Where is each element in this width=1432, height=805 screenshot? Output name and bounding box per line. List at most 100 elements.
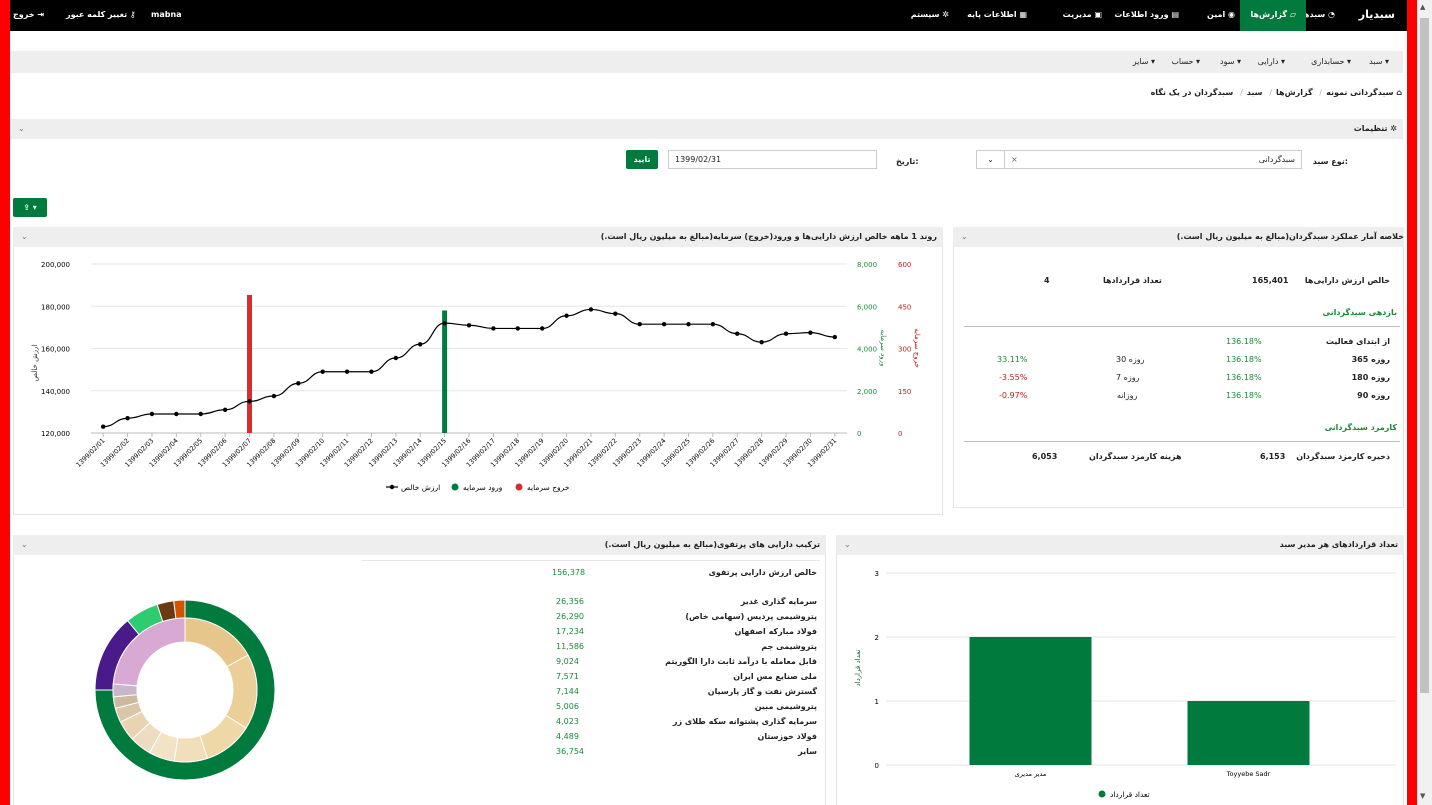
contracts-header[interactable]: تعداد قراردادهای هر مدیر سبد ⌄ <box>836 535 1404 555</box>
nav-reports[interactable]: گزارش‌ها ▱ <box>1240 0 1306 31</box>
menu-other[interactable]: سایر ▾ <box>1132 57 1155 66</box>
chart-icon: ▱ <box>1289 10 1296 19</box>
net-value-point[interactable] <box>442 320 447 326</box>
capital-inflow-bar[interactable] <box>442 310 448 433</box>
asset-row-value: 7,144 <box>556 687 579 696</box>
logout-icon: ⇥ <box>37 10 44 19</box>
asset-row-label: فولاد مبارکه اصفهان <box>734 627 817 636</box>
net-value-point[interactable] <box>710 322 716 327</box>
menu-account[interactable]: حساب ▾ <box>1171 57 1200 66</box>
net-value-point[interactable] <box>759 339 764 345</box>
clear-icon[interactable]: × <box>1011 155 1018 164</box>
net-value-point[interactable] <box>539 326 545 331</box>
y-tick-label: 180,000 <box>41 303 70 311</box>
username[interactable]: mabna <box>151 10 182 19</box>
net-value-point[interactable] <box>661 322 667 327</box>
menu-profit[interactable]: سود ▾ <box>1220 57 1241 66</box>
net-value-point[interactable] <box>271 393 277 399</box>
net-value-point[interactable] <box>369 369 374 374</box>
chevron-down-icon[interactable]: ⌄ <box>961 232 968 241</box>
brand-title[interactable]: سبدیار <box>1358 8 1395 21</box>
net-value-point[interactable] <box>564 313 569 318</box>
chevron-down-icon[interactable]: ⌄ <box>844 540 851 549</box>
basket-type-select[interactable]: سبدگردانی × ⌄ <box>976 150 1302 169</box>
net-value-point[interactable] <box>344 369 350 374</box>
logout-link[interactable]: خروج ⇥ <box>13 10 44 19</box>
y-tick-label-red: 600 <box>898 261 911 269</box>
asset-row-value: 9,024 <box>556 657 579 666</box>
chevron-down-icon[interactable]: ⌄ <box>18 124 25 133</box>
x-tick-label: Toyyebe Sadr <box>1226 770 1271 778</box>
net-value-point[interactable] <box>418 342 423 347</box>
nav-data-entry[interactable]: ورود اطلاعات ▤ <box>1114 10 1179 19</box>
net-value-point[interactable] <box>296 381 301 386</box>
asset-row-value: 4,489 <box>556 732 579 741</box>
net-value-point[interactable] <box>174 411 179 417</box>
contracts-title: تعداد قراردادهای هر مدیر سبد <box>1279 540 1398 549</box>
scrollbar-thumb[interactable] <box>1420 18 1429 693</box>
composition-title: ترکیب دارایی های پرتفوی(مبالغ به میلیون … <box>604 540 820 549</box>
chevron-down-icon[interactable]: ⌄ <box>977 151 1005 168</box>
net-value-point[interactable] <box>466 323 472 328</box>
scroll-down-icon[interactable]: ▼ <box>1420 792 1426 800</box>
nav-amin[interactable]: امین ◉ <box>1207 10 1235 19</box>
basket-type-label: نوع سبد: <box>1312 157 1348 166</box>
net-value-point[interactable] <box>613 311 618 316</box>
net-value-point[interactable] <box>637 322 642 327</box>
breadcrumb-item[interactable]: گزارش‌ها <box>1276 88 1313 97</box>
net-value-point[interactable] <box>735 331 740 336</box>
summary-header[interactable]: خلاصه آمار عملکرد سبدگردان(مبالغ به میلی… <box>953 227 1404 247</box>
y-tick-label-red: 0 <box>898 430 902 438</box>
chart-legend: ارزش خالص ورود سرمایه خروج سرمایه <box>386 483 570 492</box>
trend-chart: 1399/02/011399/02/021399/02/031399/02/04… <box>31 261 921 492</box>
contracts-bar-chart: 0 1 2 3 مدیر مدیری Toyyebe Sadr تعداد قراردا… <box>854 570 1396 799</box>
net-value-point[interactable] <box>808 330 813 335</box>
net-value-point[interactable] <box>320 369 325 374</box>
net-value-point[interactable] <box>686 322 691 327</box>
net-value-point[interactable] <box>588 307 594 312</box>
menu-basket[interactable]: سبد ▾ <box>1369 57 1389 66</box>
net-value-point[interactable] <box>149 411 155 417</box>
net-value-point[interactable] <box>125 416 130 421</box>
page-scrollbar[interactable]: ▲ ▼ <box>1417 0 1432 805</box>
settings-title: تنظیمات ✲ <box>1353 124 1397 133</box>
net-value-point[interactable] <box>198 411 203 417</box>
capital-outflow-bar[interactable] <box>247 294 253 433</box>
net-value-point[interactable] <box>393 355 399 361</box>
contracts-count-label: تعداد قراردادها <box>1103 276 1162 285</box>
composition-header[interactable]: ترکیب دارایی های پرتفوی(مبالغ به میلیون … <box>13 535 826 555</box>
nav-baskets[interactable]: سبدها ◔ <box>1300 10 1335 19</box>
home-icon[interactable]: ⌂ <box>1396 88 1402 97</box>
net-value-point[interactable] <box>491 326 496 331</box>
confirm-button[interactable]: تایید <box>626 150 658 169</box>
net-value-point[interactable] <box>100 424 106 429</box>
fee-cost-value: 6,053 <box>1032 452 1058 461</box>
breadcrumb-item[interactable]: سبد <box>1246 88 1263 97</box>
legend-label: تعداد قرارداد <box>1110 790 1150 799</box>
settings-header[interactable]: تنظیمات ✲ ⌄ <box>10 119 1403 139</box>
menu-assets[interactable]: دارایی ▾ <box>1257 57 1285 66</box>
contracts-bar[interactable] <box>1187 701 1310 765</box>
nav-system[interactable]: سیستم ✲ <box>910 10 949 19</box>
fee-cost-label: هزینه کارمزد سبدگردان <box>1089 452 1182 461</box>
nav-base-info[interactable]: اطلاعات پایه ▦ <box>967 10 1027 19</box>
donut-inner-slice[interactable] <box>112 617 186 687</box>
breadcrumb-item[interactable]: سبدگردانی نمونه <box>1326 88 1394 97</box>
chevron-down-icon[interactable]: ⌄ <box>21 540 28 549</box>
change-password-link[interactable]: تغییر کلمه عبور ⚷ <box>66 10 136 19</box>
net-value-point[interactable] <box>222 407 228 412</box>
net-value-point[interactable] <box>515 326 520 331</box>
net-value-point[interactable] <box>832 334 838 340</box>
nav-management[interactable]: مدیریت ▣ <box>1062 10 1102 19</box>
secondary-menu: سبد ▾ حسابداری ▾ دارایی ▾ سود ▾ حساب ▾ س… <box>10 51 1403 73</box>
net-value-point[interactable] <box>247 399 252 404</box>
trend-header[interactable]: روند 1 ماهه خالص ارزش دارایی‌ها و ورود(خ… <box>13 227 943 247</box>
scroll-up-icon[interactable]: ▲ <box>1420 3 1426 11</box>
date-input[interactable]: 1399/02/31 <box>668 150 877 169</box>
contracts-bar[interactable] <box>969 637 1092 765</box>
export-button[interactable]: ⇪ ▾ <box>13 198 47 217</box>
net-value-point[interactable] <box>783 331 789 336</box>
menu-accounting[interactable]: حسابداری ▾ <box>1311 57 1351 66</box>
chevron-down-icon[interactable]: ⌄ <box>21 232 28 241</box>
donut-outer-slice[interactable] <box>173 599 186 620</box>
